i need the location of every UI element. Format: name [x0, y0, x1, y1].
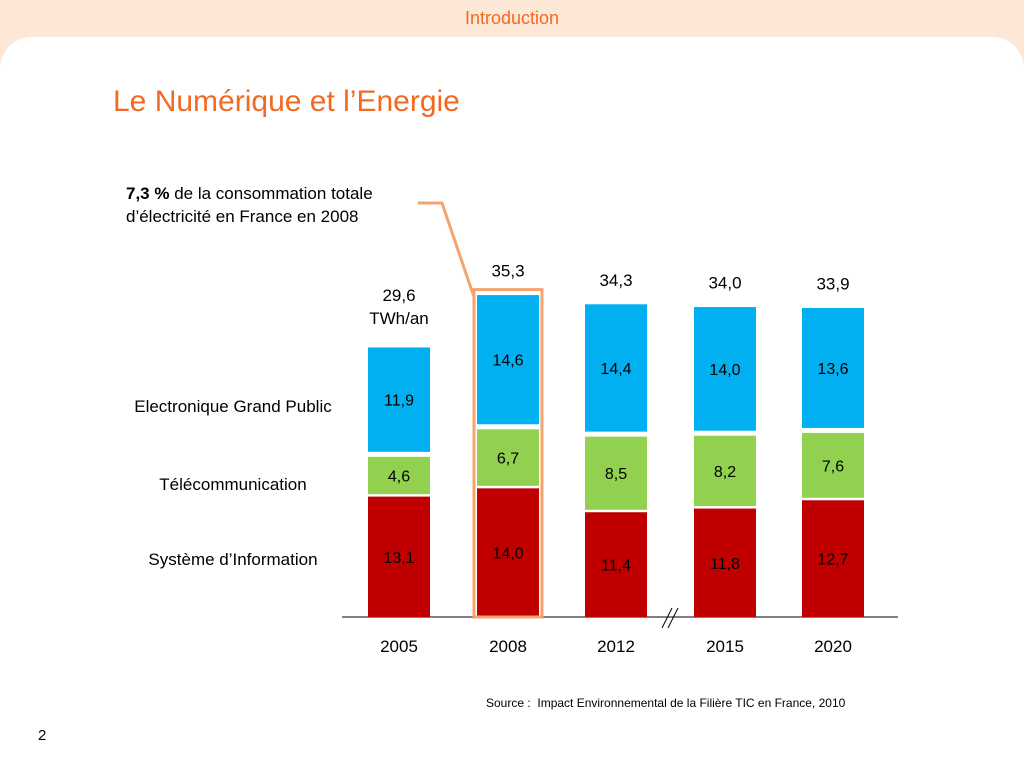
bar-systeme-2012 — [585, 512, 647, 617]
data-label-telecom-2008: 6,7 — [497, 451, 519, 468]
data-label-electronique-2012: 14,4 — [600, 361, 631, 378]
bar-electronique-2015 — [694, 307, 756, 431]
bar-electronique-2008 — [477, 295, 539, 425]
source-note: Source : Impact Environnemental de la Fi… — [486, 696, 846, 710]
x-tick-label-2020: 2020 — [814, 637, 852, 656]
unit-label: TWh/an — [369, 309, 429, 328]
series-label-electronique: Electronique Grand Public — [134, 397, 332, 416]
annotation-highlight: 7,3 % — [126, 184, 170, 203]
chart-annotation: 7,3 % de la consommation totale d’électr… — [126, 182, 373, 228]
data-label-telecom-2020: 7,6 — [822, 458, 844, 475]
x-tick-label-2008: 2008 — [489, 637, 527, 656]
bar-telecom-2012 — [585, 436, 647, 510]
bar-electronique-2012 — [585, 304, 647, 432]
section-header: Introduction — [0, 0, 1024, 40]
data-label-telecom-2015: 8,2 — [714, 464, 736, 481]
data-label-electronique-2015: 14,0 — [709, 362, 740, 379]
total-label-2012: 34,3 — [599, 271, 632, 290]
page-number: 2 — [38, 727, 47, 744]
bar-systeme-2020 — [802, 500, 864, 617]
total-label-2008: 35,3 — [491, 262, 524, 281]
section-title: Introduction — [464, 8, 560, 28]
highlight-box-2008 — [472, 288, 544, 619]
callout-line — [418, 201, 476, 298]
data-label-systeme-2020: 12,7 — [817, 552, 848, 569]
data-label-electronique-2005: 11,9 — [384, 393, 414, 410]
page-title: Le Numérique et l’Energie — [113, 85, 460, 118]
annotation-line2: d’électricité en France en 2008 — [126, 207, 359, 226]
bar-telecom-2020 — [802, 432, 864, 498]
x-tick-label-2005: 2005 — [380, 637, 418, 656]
axis-break-mark — [667, 607, 679, 629]
data-label-electronique-2008: 14,6 — [492, 353, 523, 370]
data-label-systeme-2008: 14,0 — [492, 546, 523, 563]
bar-systeme-2015 — [694, 508, 756, 617]
data-label-telecom-2012: 8,5 — [605, 466, 627, 483]
bar-systeme-2008 — [477, 488, 539, 617]
bar-electronique-2005 — [368, 347, 430, 452]
series-label-telecom: Télécommunication — [159, 475, 306, 494]
total-label-2015: 34,0 — [708, 274, 741, 293]
data-label-systeme-2005: 13,1 — [383, 550, 414, 567]
data-label-systeme-2015: 11,8 — [710, 556, 740, 573]
annotation-line1: de la consommation totale — [169, 184, 373, 203]
series-label-systeme: Système d’Information — [148, 550, 317, 569]
data-label-electronique-2020: 13,6 — [817, 361, 848, 378]
bar-telecom-2005 — [368, 456, 430, 495]
bar-telecom-2015 — [694, 435, 756, 507]
axis-break-mark — [661, 607, 673, 629]
data-label-systeme-2012: 11,4 — [601, 558, 631, 575]
x-tick-label-2012: 2012 — [597, 637, 635, 656]
total-label-2005: 29,6 — [382, 286, 415, 305]
data-label-telecom-2005: 4,6 — [388, 468, 410, 485]
bar-telecom-2008 — [477, 429, 539, 486]
total-label-2020: 33,9 — [816, 274, 849, 293]
bar-systeme-2005 — [368, 496, 430, 617]
x-tick-label-2015: 2015 — [706, 637, 744, 656]
bar-electronique-2020 — [802, 307, 864, 428]
